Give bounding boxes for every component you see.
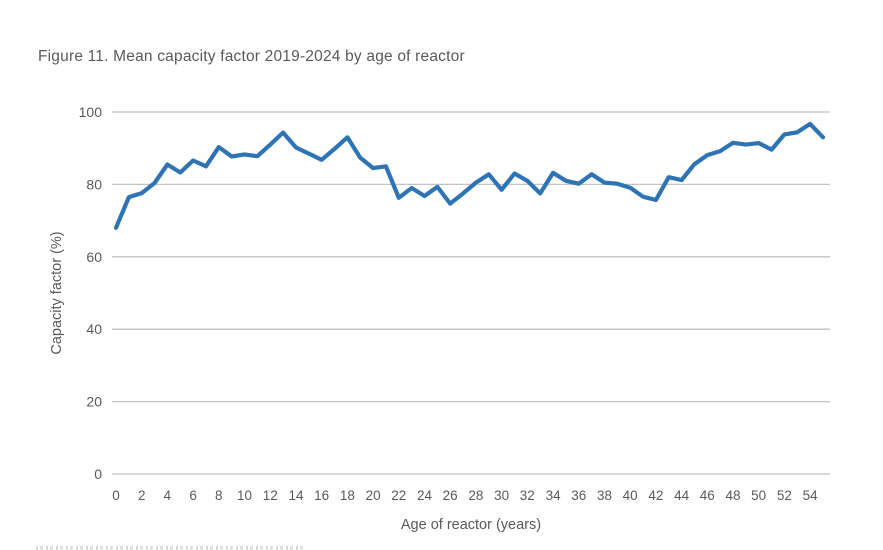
y-tick-label-40: 40 xyxy=(86,321,102,337)
x-tick-label-36: 36 xyxy=(571,488,586,503)
x-tick-label-18: 18 xyxy=(340,488,355,503)
y-axis-title: Capacity factor (%) xyxy=(49,231,65,355)
x-tick-label-26: 26 xyxy=(443,488,458,503)
x-tick-label-30: 30 xyxy=(494,488,509,503)
y-tick-label-100: 100 xyxy=(79,104,103,120)
x-tick-label-34: 34 xyxy=(546,488,562,503)
cropped-caption-text xyxy=(36,546,304,550)
x-tick-label-16: 16 xyxy=(314,488,329,503)
x-tick-label-32: 32 xyxy=(520,488,535,503)
x-tick-label-28: 28 xyxy=(468,488,483,503)
x-tick-label-52: 52 xyxy=(777,488,792,503)
figure-title: Figure 11. Mean capacity factor 2019-202… xyxy=(38,48,465,65)
x-tick-label-22: 22 xyxy=(391,488,406,503)
y-tick-label-20: 20 xyxy=(86,394,102,410)
x-tick-label-14: 14 xyxy=(288,488,304,503)
x-tick-label-42: 42 xyxy=(648,488,663,503)
x-tick-label-46: 46 xyxy=(700,488,715,503)
y-tick-label-60: 60 xyxy=(86,249,102,265)
x-tick-label-40: 40 xyxy=(623,488,638,503)
x-axis-title: Age of reactor (years) xyxy=(400,517,542,533)
y-tick-label-0: 0 xyxy=(94,466,102,482)
x-tick-label-38: 38 xyxy=(597,488,612,503)
capacity-factor-series-line xyxy=(113,121,826,230)
x-tick-label-4: 4 xyxy=(164,488,172,503)
x-tick-label-44: 44 xyxy=(674,488,690,503)
x-tick-label-0: 0 xyxy=(112,488,120,503)
y-tick-label-80: 80 xyxy=(86,176,102,192)
x-tick-label-50: 50 xyxy=(751,488,766,503)
x-tick-label-10: 10 xyxy=(237,488,252,503)
x-tick-label-48: 48 xyxy=(725,488,740,503)
x-tick-label-8: 8 xyxy=(215,488,223,503)
x-tick-label-54: 54 xyxy=(803,488,819,503)
x-tick-label-12: 12 xyxy=(263,488,278,503)
x-tick-label-6: 6 xyxy=(189,488,197,503)
x-tick-label-24: 24 xyxy=(417,488,433,503)
x-tick-label-20: 20 xyxy=(366,488,381,503)
x-tick-label-2: 2 xyxy=(138,488,146,503)
